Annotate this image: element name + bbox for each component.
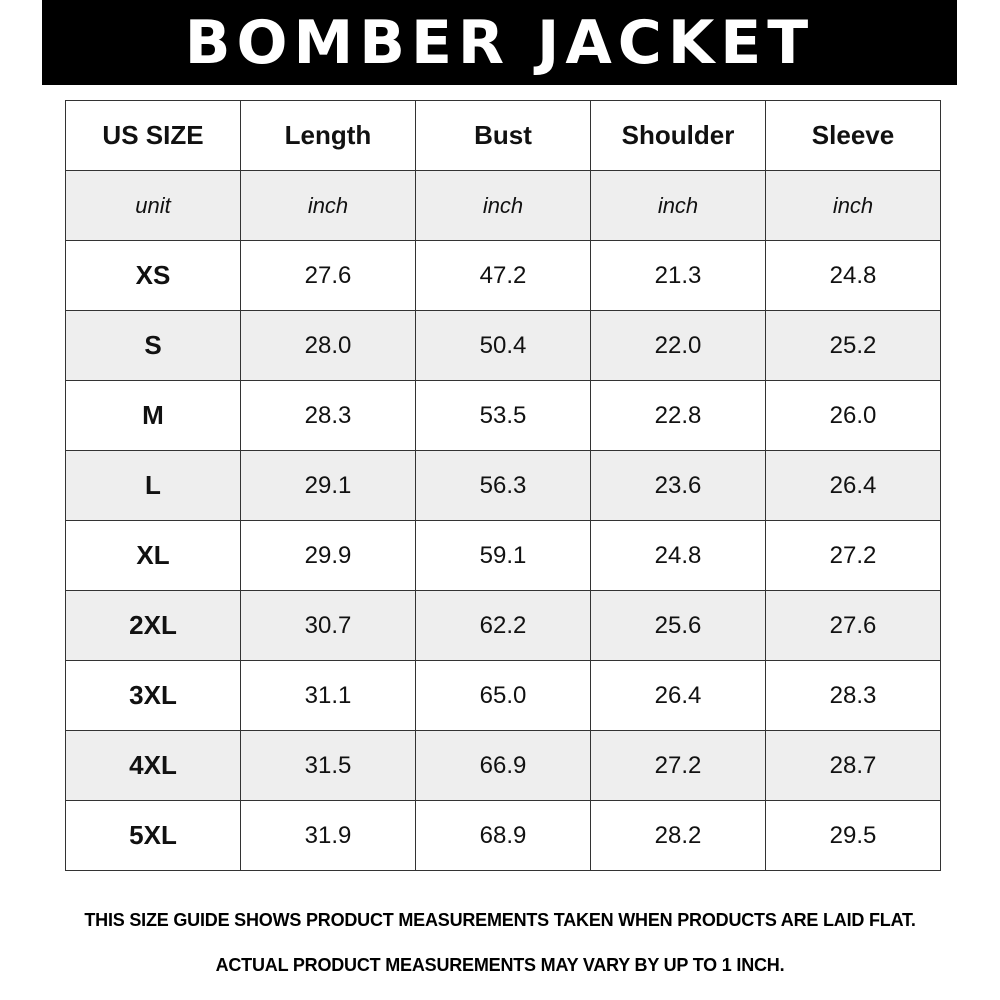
value-cell: 68.9 bbox=[415, 800, 591, 871]
unit-cell: inch bbox=[765, 170, 941, 241]
value-cell: 28.2 bbox=[590, 800, 766, 871]
size-cell: 3XL bbox=[65, 660, 241, 731]
value-cell: 50.4 bbox=[415, 310, 591, 381]
value-cell: 26.4 bbox=[765, 450, 941, 521]
header-cell: Length bbox=[240, 100, 416, 171]
size-cell: S bbox=[65, 310, 241, 381]
footer-text: ACTUAL PRODUCT MEASUREMENTS MAY VARY BY … bbox=[215, 955, 785, 975]
value-cell: 29.1 bbox=[240, 450, 416, 521]
value-cell: 26.0 bbox=[765, 380, 941, 451]
size-chart-table: US SIZE Length Bust Shoulder Sleeve unit… bbox=[65, 100, 941, 871]
footer-text: THIS SIZE GUIDE SHOWS PRODUCT MEASUREMEN… bbox=[84, 910, 916, 930]
table-row: L 29.1 56.3 23.6 26.4 bbox=[65, 450, 941, 521]
value-cell: 24.8 bbox=[765, 240, 941, 311]
unit-row: unit inch inch inch inch bbox=[65, 170, 941, 241]
value-cell: 66.9 bbox=[415, 730, 591, 801]
size-cell: M bbox=[65, 380, 241, 451]
value-cell: 27.6 bbox=[765, 590, 941, 661]
header-row: US SIZE Length Bust Shoulder Sleeve bbox=[65, 100, 941, 171]
table-row: 3XL 31.1 65.0 26.4 28.3 bbox=[65, 660, 941, 731]
unit-cell: inch bbox=[240, 170, 416, 241]
value-cell: 28.3 bbox=[765, 660, 941, 731]
value-cell: 31.1 bbox=[240, 660, 416, 731]
size-cell: 4XL bbox=[65, 730, 241, 801]
table-row: XS 27.6 47.2 21.3 24.8 bbox=[65, 240, 941, 311]
size-cell: XS bbox=[65, 240, 241, 311]
table-row: S 28.0 50.4 22.0 25.2 bbox=[65, 310, 941, 381]
value-cell: 26.4 bbox=[590, 660, 766, 731]
value-cell: 22.8 bbox=[590, 380, 766, 451]
value-cell: 27.6 bbox=[240, 240, 416, 311]
value-cell: 31.9 bbox=[240, 800, 416, 871]
footer-note-2: ACTUAL PRODUCT MEASUREMENTS MAY VARY BY … bbox=[35, 955, 965, 976]
value-cell: 53.5 bbox=[415, 380, 591, 451]
size-cell: L bbox=[65, 450, 241, 521]
unit-cell: unit bbox=[65, 170, 241, 241]
value-cell: 24.8 bbox=[590, 520, 766, 591]
table-row: 5XL 31.9 68.9 28.2 29.5 bbox=[65, 800, 941, 871]
value-cell: 27.2 bbox=[590, 730, 766, 801]
value-cell: 28.3 bbox=[240, 380, 416, 451]
value-cell: 28.7 bbox=[765, 730, 941, 801]
page-title: BOMBER JACKET bbox=[184, 7, 815, 78]
value-cell: 29.5 bbox=[765, 800, 941, 871]
value-cell: 47.2 bbox=[415, 240, 591, 311]
unit-cell: inch bbox=[590, 170, 766, 241]
value-cell: 23.6 bbox=[590, 450, 766, 521]
value-cell: 56.3 bbox=[415, 450, 591, 521]
value-cell: 62.2 bbox=[415, 590, 591, 661]
table-row: 2XL 30.7 62.2 25.6 27.6 bbox=[65, 590, 941, 661]
value-cell: 30.7 bbox=[240, 590, 416, 661]
footer-note-1: THIS SIZE GUIDE SHOWS PRODUCT MEASUREMEN… bbox=[35, 910, 965, 931]
value-cell: 25.6 bbox=[590, 590, 766, 661]
header-cell: Sleeve bbox=[765, 100, 941, 171]
table-row: 4XL 31.5 66.9 27.2 28.7 bbox=[65, 730, 941, 801]
value-cell: 28.0 bbox=[240, 310, 416, 381]
header-cell: Shoulder bbox=[590, 100, 766, 171]
table-row: XL 29.9 59.1 24.8 27.2 bbox=[65, 520, 941, 591]
value-cell: 65.0 bbox=[415, 660, 591, 731]
value-cell: 31.5 bbox=[240, 730, 416, 801]
header-cell: US SIZE bbox=[65, 100, 241, 171]
unit-cell: inch bbox=[415, 170, 591, 241]
size-cell: 2XL bbox=[65, 590, 241, 661]
title-banner: BOMBER JACKET bbox=[42, 0, 957, 85]
value-cell: 22.0 bbox=[590, 310, 766, 381]
value-cell: 27.2 bbox=[765, 520, 941, 591]
value-cell: 29.9 bbox=[240, 520, 416, 591]
table-row: M 28.3 53.5 22.8 26.0 bbox=[65, 380, 941, 451]
value-cell: 21.3 bbox=[590, 240, 766, 311]
size-cell: 5XL bbox=[65, 800, 241, 871]
header-cell: Bust bbox=[415, 100, 591, 171]
value-cell: 59.1 bbox=[415, 520, 591, 591]
value-cell: 25.2 bbox=[765, 310, 941, 381]
size-cell: XL bbox=[65, 520, 241, 591]
